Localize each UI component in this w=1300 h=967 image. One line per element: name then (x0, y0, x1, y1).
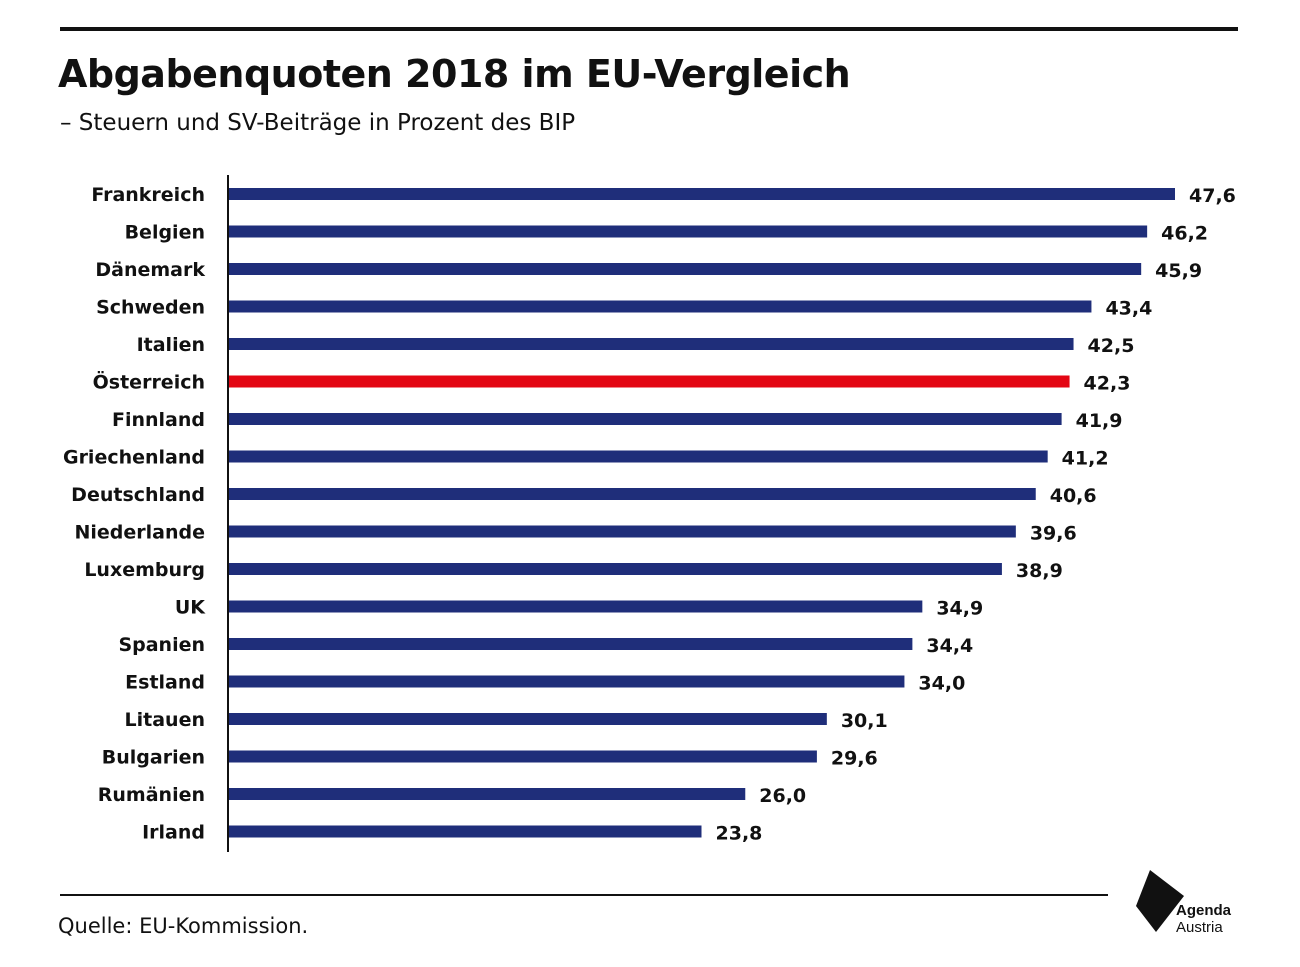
bar (229, 825, 702, 838)
data-label: 38,9 (1016, 560, 1063, 582)
chart-title: Abgabenquoten 2018 im EU-Vergleich (58, 52, 851, 96)
category-label: Rumänien (98, 784, 205, 806)
category-label: Finnland (112, 409, 205, 431)
logo-text-line1: Agenda (1176, 902, 1232, 919)
data-label: 29,6 (831, 748, 878, 770)
category-label: Bulgarien (102, 747, 205, 769)
logo-text-line2: Austria (1176, 919, 1223, 936)
category-label: Irland (142, 822, 205, 844)
category-label: Luxemburg (84, 559, 205, 581)
category-label: Estland (125, 672, 205, 694)
category-label: UK (175, 597, 206, 619)
bar (229, 450, 1048, 463)
data-label: 43,4 (1105, 298, 1152, 320)
bar (229, 188, 1175, 200)
category-label: Belgien (125, 222, 205, 244)
bar (229, 713, 827, 725)
data-label: 42,3 (1084, 373, 1131, 395)
data-label: 34,0 (918, 673, 965, 695)
data-label: 42,5 (1088, 335, 1135, 357)
category-label: Österreich (93, 370, 205, 394)
bar (229, 750, 817, 763)
category-label: Dänemark (95, 259, 205, 281)
bar (229, 338, 1074, 350)
bar (229, 488, 1036, 500)
category-label: Schweden (96, 297, 205, 319)
category-label: Deutschland (71, 484, 205, 506)
agenda-austria-logo: Agenda Austria (1134, 868, 1244, 940)
data-label: 41,9 (1076, 410, 1123, 432)
data-label: 23,8 (716, 823, 763, 845)
top-rule (60, 27, 1238, 31)
bar (229, 413, 1062, 425)
data-label: 47,6 (1189, 185, 1236, 207)
data-label: 30,1 (841, 710, 888, 732)
bar (229, 263, 1142, 275)
bar (229, 600, 923, 613)
bar (229, 563, 1002, 575)
bar (229, 675, 905, 688)
data-label: 45,9 (1155, 260, 1202, 282)
category-label: Spanien (118, 634, 205, 656)
bottom-rule (60, 894, 1108, 896)
data-label: 34,9 (936, 598, 983, 620)
category-label: Italien (137, 334, 205, 356)
data-label: 39,6 (1030, 523, 1077, 545)
bar (229, 225, 1148, 238)
category-label: Griechenland (63, 447, 205, 469)
data-label: 34,4 (926, 635, 973, 657)
source-note: Quelle: EU-Kommission. (58, 914, 309, 938)
category-label: Litauen (125, 709, 205, 731)
data-label: 46,2 (1161, 223, 1208, 245)
bar (229, 788, 746, 800)
data-label: 26,0 (759, 785, 806, 807)
bars-group: Frankreich 47,6 Belgien 46,2 Dänemark 45,9 Sch… (63, 184, 1236, 845)
data-label: 40,6 (1050, 485, 1097, 507)
category-label: Frankreich (91, 184, 205, 206)
bar-highlight (229, 375, 1070, 388)
chart-subtitle: – Steuern und SV-Beiträge in Prozent des… (60, 110, 576, 136)
data-label: 41,2 (1062, 448, 1109, 470)
category-label: Niederlande (74, 522, 205, 544)
bar (229, 525, 1016, 538)
bar (229, 300, 1092, 313)
bar (229, 638, 913, 650)
logo-mark-icon (1136, 870, 1184, 932)
